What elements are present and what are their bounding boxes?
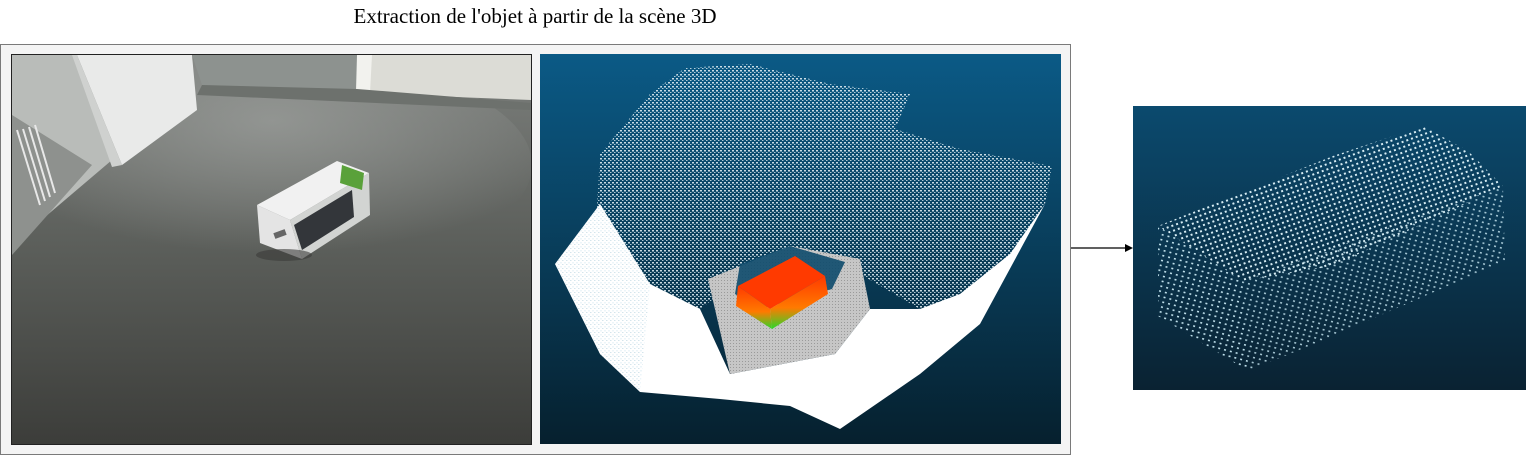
extracted-object-panel [1133, 106, 1526, 390]
rgb-photo-panel [11, 54, 532, 445]
scene-frame [0, 44, 1071, 455]
scene-point-cloud [540, 54, 1061, 444]
arrow-right-icon [1071, 244, 1133, 252]
rgb-photo [12, 55, 531, 444]
scene-point-cloud-panel [540, 54, 1061, 444]
diagram-title: Extraction de l'objet à partir de la scè… [353, 4, 717, 28]
extracted-object-cloud [1133, 106, 1526, 390]
